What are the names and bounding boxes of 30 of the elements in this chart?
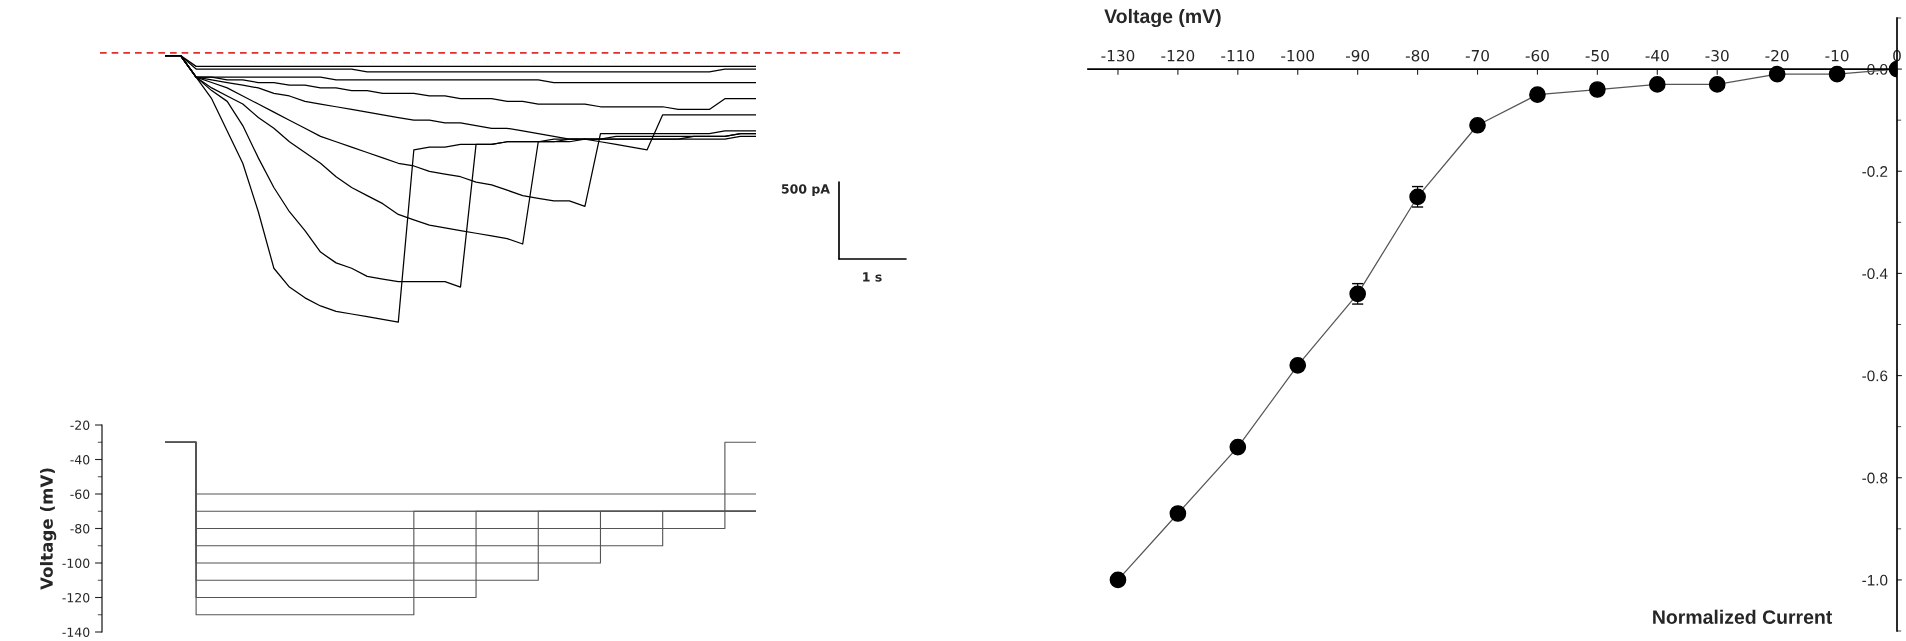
x-tick-label: -40	[1645, 49, 1669, 62]
y-tick-label: -100	[62, 558, 90, 568]
x-tick-label: -70	[1465, 49, 1489, 62]
y-tick-label: -140	[62, 627, 90, 637]
y-axis-title: Voltage (mV)	[40, 468, 57, 590]
x-tick-label: -10	[1825, 49, 1849, 62]
y-tick-label: -120	[62, 592, 90, 603]
x-tick-label: -30	[1705, 49, 1729, 62]
y-tick-label: -0.8	[1862, 472, 1888, 484]
text: 1 s	[863, 272, 882, 282]
x-tick-label: -100	[1281, 49, 1315, 62]
text: 500 pA	[781, 184, 830, 197]
x-tick-label: -130	[1101, 49, 1135, 62]
x-tick-label: -80	[1405, 49, 1430, 62]
x-tick-label: -60	[1525, 49, 1549, 62]
y-tick-label: -40	[70, 454, 90, 465]
y-tick-label: -60	[70, 489, 90, 499]
y-tick-label: -20	[70, 420, 90, 430]
y-tick-label: -1.0	[1862, 574, 1888, 586]
y-tick-label: -80	[70, 523, 90, 534]
x-tick-label: -90	[1345, 49, 1370, 62]
x-tick-label: -50	[1585, 49, 1609, 62]
x-axis-title: Voltage (mV)	[1104, 8, 1221, 28]
y-tick-label: -0.6	[1862, 370, 1888, 382]
x-tick-label: -20	[1765, 49, 1789, 62]
x-tick-label: -110	[1221, 49, 1255, 62]
y-tick-label: -0.2	[1862, 166, 1888, 177]
y-tick-label: -0.4	[1862, 268, 1888, 280]
y-axis-title: Normalized Current	[1653, 609, 1833, 624]
x-tick-label: -120	[1161, 49, 1195, 62]
